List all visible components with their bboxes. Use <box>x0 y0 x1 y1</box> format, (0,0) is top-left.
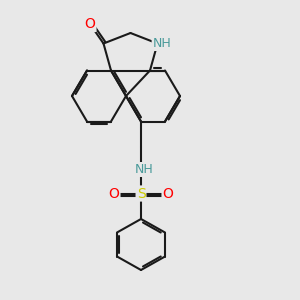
Text: O: O <box>109 187 119 200</box>
Text: S: S <box>136 187 146 200</box>
Text: NH: NH <box>135 163 153 176</box>
Text: O: O <box>163 187 173 200</box>
Text: O: O <box>85 17 95 31</box>
Text: NH: NH <box>153 37 171 50</box>
